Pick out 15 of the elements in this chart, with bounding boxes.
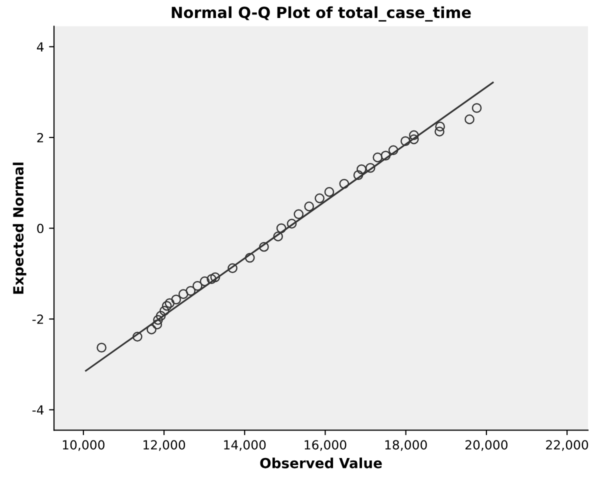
y-tick-label: 4 xyxy=(36,42,44,52)
y-tick-label: -2 xyxy=(32,314,44,324)
y-tick-label: 0 xyxy=(37,224,44,234)
y-axis-title: Expected Normal xyxy=(12,162,26,294)
y-tick-label: -4 xyxy=(32,405,44,415)
x-tick-label: 18,000 xyxy=(385,440,427,451)
x-tick-label: 20,000 xyxy=(465,440,508,451)
x-tick-label: 22,000 xyxy=(546,440,588,451)
x-tick-label: 12,000 xyxy=(144,440,186,451)
x-axis-title: Observed Value xyxy=(260,458,382,468)
x-tick-label: 14,000 xyxy=(224,440,266,451)
x-tick-label: 16,000 xyxy=(304,440,346,451)
y-tick-label: 2 xyxy=(37,132,44,142)
chart-title: Normal Q-Q Plot of total_case_time xyxy=(172,6,471,22)
x-tick-label: 10,000 xyxy=(62,440,104,451)
